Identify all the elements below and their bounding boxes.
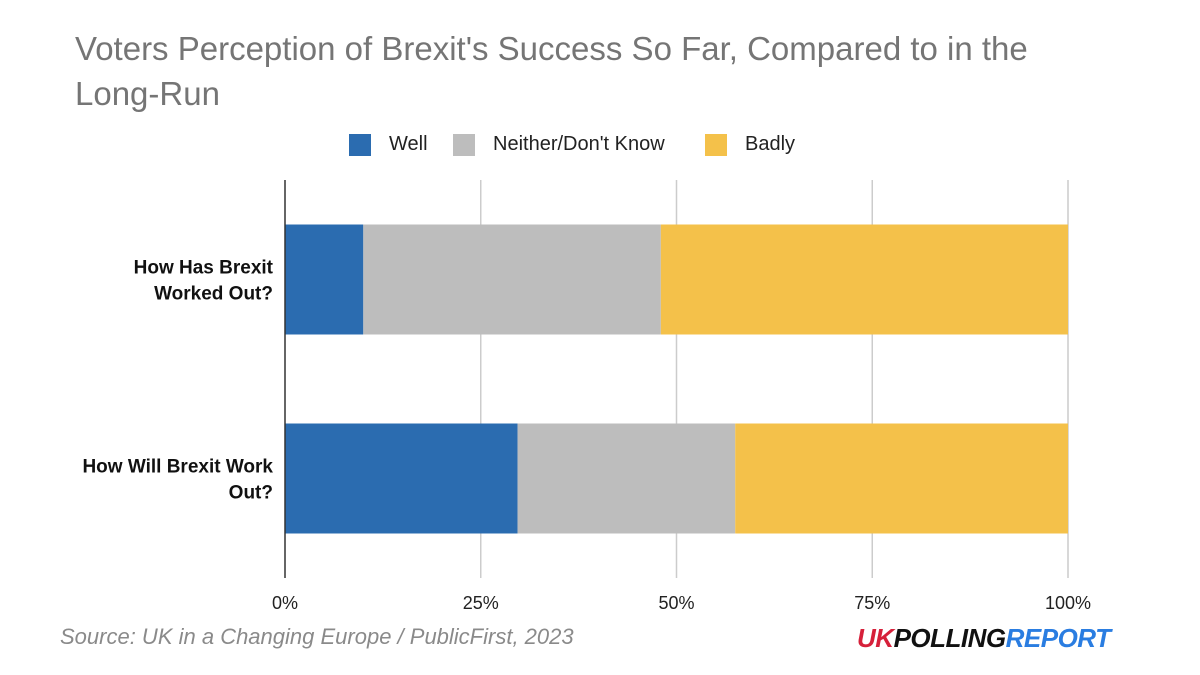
legend-label-neither: Neither/Don't Know xyxy=(493,133,665,155)
bar-1-1 xyxy=(517,423,736,534)
bar-0-1 xyxy=(363,224,661,335)
category-label-1: How Will Brexit Work Out? xyxy=(82,457,273,504)
x-tick-label-1: 25% xyxy=(463,593,499,613)
bar-0-0 xyxy=(285,224,364,335)
category-label-1-line-1: Out? xyxy=(229,483,273,504)
legend-swatch-badly xyxy=(705,133,727,156)
bar-1-0 xyxy=(285,423,518,534)
legend-label-badly: Badly xyxy=(745,133,796,155)
legend-item-neither: Neither/Don't Know xyxy=(453,133,665,156)
x-tick-label-0: 0% xyxy=(272,593,298,613)
source-note: Source: UK in a Changing Europe / Public… xyxy=(60,624,574,649)
chart-legend: Well Neither/Don't Know Badly xyxy=(0,133,1200,159)
legend-swatch-neither xyxy=(453,133,475,156)
logo-part-polling: POLLING xyxy=(893,623,1007,653)
logo-part-report: REPORT xyxy=(1005,623,1111,653)
x-tick-label-2: 50% xyxy=(658,593,694,613)
bar-1-2 xyxy=(735,423,1068,534)
category-label-0: How Has Brexit Worked Out? xyxy=(134,258,274,305)
category-label-1-line-0: How Will Brexit Work xyxy=(82,457,273,478)
legend-label-well: Well xyxy=(389,133,428,155)
legend-item-badly: Badly xyxy=(705,133,795,156)
legend-item-well: Well xyxy=(349,133,428,156)
category-label-0-line-1: Worked Out? xyxy=(154,284,273,305)
category-label-0-line-0: How Has Brexit xyxy=(134,258,274,279)
x-tick-label-4: 100% xyxy=(1045,593,1091,613)
legend-swatch-well xyxy=(349,133,371,156)
ukpollingreport-logo: UKPOLLINGREPORT xyxy=(857,623,1111,654)
bar-0-2 xyxy=(660,224,1068,335)
x-tick-label-3: 75% xyxy=(854,593,890,613)
logo-part-uk: UK xyxy=(857,623,894,653)
chart-title: Voters Perception of Brexit's Success So… xyxy=(75,30,1028,112)
